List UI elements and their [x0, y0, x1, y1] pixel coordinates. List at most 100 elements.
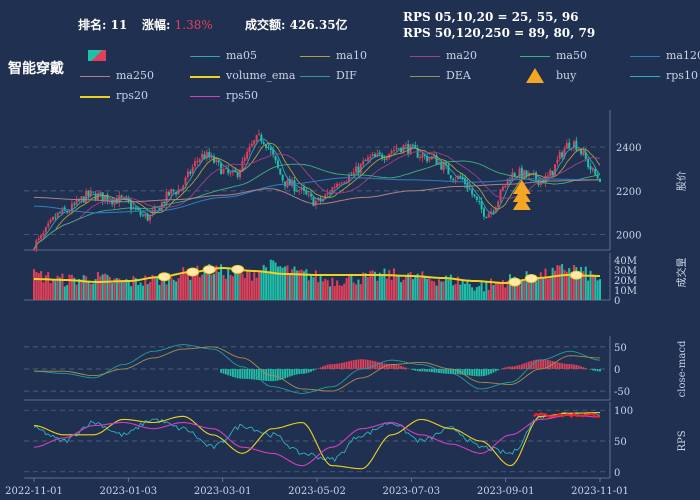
x-tick-label: 2023-07-03 — [383, 486, 441, 497]
candle-body — [371, 154, 374, 157]
volume-bar — [265, 267, 268, 300]
macd-histogram — [220, 359, 601, 382]
macd-hist-bar — [433, 369, 436, 373]
candle-body — [563, 148, 566, 158]
candle-body — [575, 140, 578, 151]
candle-body — [51, 216, 54, 221]
volume-bar — [419, 278, 422, 300]
volume-bar — [236, 273, 239, 300]
macd-hist-bar — [407, 368, 410, 369]
macd-hist-bar — [447, 369, 450, 374]
volume-bar — [350, 273, 353, 300]
candle-body — [70, 203, 73, 212]
candle-body — [165, 191, 168, 204]
macd-hist-bar — [262, 369, 265, 381]
candle-body — [314, 200, 317, 206]
volume-bar — [194, 276, 197, 300]
macd-hist-bar — [385, 363, 388, 369]
volume-bar — [288, 273, 291, 300]
candle-body — [520, 167, 523, 179]
ma50-line — [33, 160, 601, 250]
volume-bar — [77, 278, 80, 300]
volume-bar — [392, 268, 395, 300]
macd-hist-bar — [497, 369, 500, 371]
macd-hist-bar — [487, 369, 490, 375]
candle-body — [544, 176, 547, 184]
macd-hist-bar — [229, 369, 232, 377]
volume-bar — [127, 280, 130, 300]
volume-bar — [437, 279, 440, 300]
volume-bar — [250, 280, 253, 300]
macd-hist-bar — [378, 362, 381, 369]
volume-bar — [134, 278, 137, 300]
volume-bars — [33, 259, 601, 300]
legend-label: buy — [556, 69, 577, 82]
volume-bar — [442, 281, 445, 300]
volume-bar — [535, 281, 538, 300]
candle-body — [357, 166, 360, 174]
macd-hist-bar — [277, 369, 279, 381]
volume-bar — [300, 269, 303, 300]
candle-body — [366, 157, 369, 161]
volume-bar — [551, 267, 554, 300]
volume-bar — [47, 272, 50, 300]
macd-hist-bar — [589, 369, 592, 370]
candle-body — [452, 178, 455, 181]
volume-bar — [144, 275, 147, 300]
macd-hist-bar — [492, 369, 495, 373]
volume-bar — [130, 286, 133, 300]
volume-bar — [302, 271, 305, 300]
volume-bar — [591, 274, 594, 300]
candle-body — [307, 194, 310, 196]
macd-hist-bar — [518, 365, 521, 369]
volume-bar — [473, 290, 476, 300]
candle-body — [376, 153, 379, 157]
macd-hist-bar — [395, 364, 398, 369]
candle-body — [426, 155, 429, 162]
volume-bar — [331, 277, 334, 300]
candle-body — [568, 142, 571, 149]
macd-hist-bar — [412, 369, 414, 371]
candle-body — [146, 213, 149, 221]
volume-bar — [167, 273, 170, 300]
volume-tick-label: 30M — [614, 266, 637, 277]
candle-body — [198, 159, 201, 162]
volume-bar — [35, 271, 38, 300]
volume-bar — [487, 289, 490, 300]
volume-bar — [362, 272, 365, 300]
candle-body — [312, 196, 315, 207]
rps20-line — [33, 412, 600, 470]
rps10-line — [33, 411, 601, 463]
candle-body — [210, 155, 213, 158]
volume-bar — [208, 263, 211, 300]
macd-hist-bar — [286, 369, 289, 378]
volume-bar — [343, 283, 346, 300]
candle-body — [194, 161, 197, 167]
candle-body — [378, 152, 381, 154]
volume-bar — [407, 273, 410, 300]
volume-bar — [482, 291, 485, 300]
macd-hist-bar — [494, 369, 497, 372]
macd-hist-bar — [317, 368, 320, 369]
volume-bar — [374, 271, 377, 300]
volume-signal-marker — [524, 273, 538, 283]
candle-body — [381, 154, 384, 159]
volume-bar — [54, 280, 57, 300]
candle-body — [94, 193, 97, 201]
volume-bar — [414, 276, 417, 300]
candle-body — [480, 201, 483, 210]
volume-bar — [149, 281, 152, 300]
candle-body — [61, 208, 64, 214]
candle-body — [298, 190, 301, 192]
volume-bar — [599, 279, 601, 300]
volume-bar — [108, 276, 111, 300]
volume-bar — [33, 269, 35, 300]
header-change: 涨幅: 1.38% — [142, 18, 213, 32]
volume-bar — [411, 279, 414, 300]
candle-body — [255, 135, 258, 142]
volume-bar — [317, 282, 320, 300]
macd-hist-bar — [502, 368, 504, 369]
candle-body — [490, 211, 493, 214]
candle-body — [459, 175, 462, 178]
x-tick-label: 2023-01-03 — [100, 486, 158, 497]
